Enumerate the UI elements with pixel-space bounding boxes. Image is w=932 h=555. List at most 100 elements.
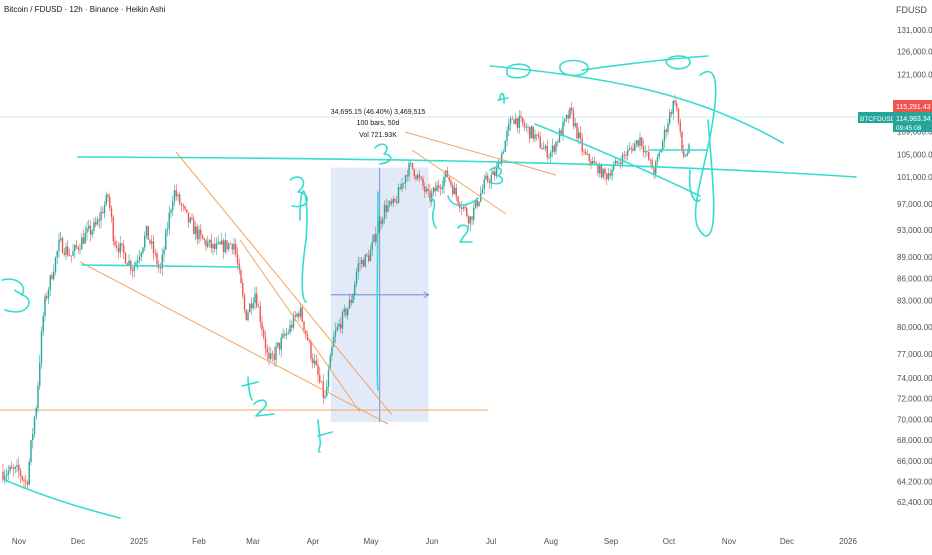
candle-body [294, 315, 296, 317]
candle-body [579, 132, 582, 139]
annotation-stroke[interactable] [4, 479, 121, 519]
candle-body [427, 189, 429, 191]
candle-body [663, 129, 666, 142]
annotation-stroke[interactable] [241, 381, 259, 387]
candle-body [250, 303, 253, 309]
orange-trendline[interactable] [79, 261, 389, 425]
orange-trendline[interactable] [175, 151, 393, 416]
annotation-stroke[interactable] [374, 143, 392, 165]
candle-body [175, 190, 177, 197]
annotation-stroke[interactable] [77, 156, 857, 178]
candle-body [277, 342, 279, 347]
annotation-stroke[interactable] [559, 59, 589, 77]
candle-body [674, 100, 676, 104]
candle-body [436, 185, 438, 192]
candle-body [613, 164, 615, 170]
orange-trendline[interactable] [404, 131, 557, 176]
candle-body [252, 302, 254, 309]
annotation-stroke[interactable] [489, 166, 504, 185]
candle-body [534, 134, 536, 139]
candle-body [539, 136, 541, 149]
annotation-stroke[interactable] [688, 169, 701, 202]
annotation-stroke[interactable] [376, 191, 379, 391]
annotation-stroke[interactable] [534, 123, 701, 197]
candle-body [497, 161, 499, 168]
candle-body [371, 241, 373, 251]
candle-body [329, 355, 331, 371]
candle-body [327, 370, 330, 387]
candle-body [364, 254, 366, 267]
candle-body [502, 151, 505, 154]
candle-body [198, 229, 200, 240]
candle-body [305, 330, 307, 335]
candle-body [133, 266, 135, 272]
candle-body [287, 332, 289, 334]
annotation-stroke[interactable] [247, 376, 253, 401]
candle-body [417, 174, 419, 179]
symbol-tag [858, 112, 893, 123]
candle-body [396, 201, 398, 203]
candle-body [483, 179, 485, 189]
candle-body [51, 275, 53, 279]
measure-label-bars: 100 bars, 50d [357, 120, 400, 127]
annotation-stroke[interactable] [289, 176, 308, 208]
annotation-stroke[interactable] [14, 289, 23, 296]
candle-body [131, 269, 134, 272]
candle-body [635, 140, 638, 145]
annotation-stroke[interactable] [497, 92, 509, 104]
annotation-stroke[interactable] [489, 65, 784, 144]
candle-body [439, 188, 442, 189]
annotation-stroke[interactable] [694, 70, 717, 237]
annotation-stroke[interactable] [81, 264, 241, 268]
candle-body [485, 175, 487, 180]
candle-body [602, 168, 604, 178]
candle-body [544, 145, 547, 149]
candle-body [600, 165, 603, 178]
measure-arrow-icon [423, 291, 430, 299]
candle-body [112, 216, 114, 242]
candle-body [632, 148, 634, 151]
annotation-stroke[interactable] [299, 190, 308, 303]
candle-body [5, 474, 8, 477]
annotation-stroke[interactable] [429, 198, 437, 229]
candle-body [180, 203, 183, 206]
candle-body [68, 255, 71, 257]
last-price-text: 114,983.34 [896, 116, 931, 123]
x-tick-label: Feb [192, 537, 206, 546]
candle-body [630, 148, 632, 150]
candle-body [662, 141, 664, 151]
candle-body [665, 129, 667, 132]
y-tick-label: 105,000.00 [897, 150, 932, 159]
candle-body [222, 240, 225, 253]
x-tick-label: Jul [486, 537, 496, 546]
candle-body [413, 169, 415, 176]
candle-body [187, 212, 190, 223]
candle-body [599, 165, 601, 174]
candle-body [221, 240, 223, 245]
candle-body [478, 201, 480, 207]
candle-body [422, 178, 424, 187]
annotation-stroke[interactable] [457, 224, 473, 243]
annotation-stroke[interactable] [447, 195, 479, 207]
annotation-stroke[interactable] [581, 55, 709, 71]
annotation-stroke[interactable] [253, 399, 275, 417]
candle-body [581, 138, 583, 152]
candle-body [515, 118, 517, 124]
candle-body [471, 216, 473, 220]
candle-body [656, 156, 659, 162]
annotation-stroke[interactable] [1, 278, 30, 313]
candle-body [466, 208, 468, 217]
candle-body [362, 260, 365, 267]
candle-body [609, 173, 611, 176]
candle-body [390, 201, 393, 204]
x-tick-label: Jun [426, 537, 439, 546]
orange-trendline[interactable] [239, 239, 361, 413]
candle-body [411, 162, 414, 170]
candle-body [191, 217, 193, 220]
candle-body [65, 246, 67, 255]
candle-body [453, 187, 456, 195]
annotation-stroke[interactable] [665, 55, 691, 70]
annotation-stroke[interactable] [317, 419, 333, 453]
annotation-stroke[interactable] [506, 63, 531, 79]
